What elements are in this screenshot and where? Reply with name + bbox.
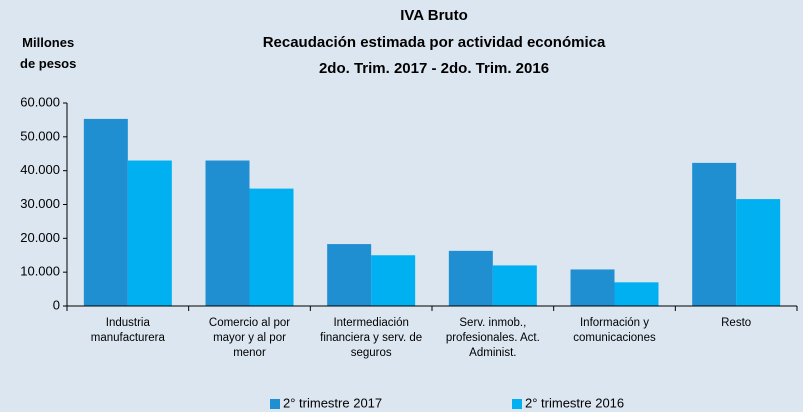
y-tick-label: 60.000 xyxy=(20,94,60,109)
bar xyxy=(127,160,172,306)
x-tick-label: Comercio al por mayor y al por menor xyxy=(208,317,291,359)
bar xyxy=(371,255,416,306)
x-tick-label: Información y comunicaciones xyxy=(573,317,656,344)
legend-label: 2° trimestre 2017 xyxy=(283,395,382,410)
bar xyxy=(570,269,615,306)
y-axis-label: Millones de pesos xyxy=(20,35,77,71)
x-tick-label: Resto xyxy=(721,317,752,329)
chart-title: IVA Bruto xyxy=(400,7,468,24)
x-tick-label: Industria manufacturera xyxy=(90,317,165,344)
bar xyxy=(83,118,128,306)
x-tick-label: Serv. inmob., profesionales. Act. Admini… xyxy=(445,317,540,359)
legend-label: 2° trimestre 2016 xyxy=(525,395,624,410)
legend-swatch xyxy=(270,399,280,409)
legend-swatch xyxy=(512,399,522,409)
bar xyxy=(614,282,659,306)
x-tick-label: Intermediación financiera y serv. de seg… xyxy=(320,317,423,359)
y-tick-label: 50.000 xyxy=(20,128,60,143)
bar xyxy=(205,160,250,306)
y-tick-label: 30.000 xyxy=(20,196,60,211)
chart-subtitle: Recaudación estimada por actividad econó… xyxy=(263,34,606,51)
bar xyxy=(692,162,737,306)
y-tick-label: 20.000 xyxy=(20,230,60,245)
bar xyxy=(327,244,372,306)
chart-subtitle: 2do. Trim. 2017 - 2do. Trim. 2016 xyxy=(319,60,549,77)
bar xyxy=(736,199,781,306)
bar xyxy=(448,250,493,306)
y-tick-label: 40.000 xyxy=(20,162,60,177)
y-tick-label: 0 xyxy=(53,297,60,312)
bar xyxy=(249,188,294,306)
y-tick-label: 10.000 xyxy=(20,264,60,279)
bar xyxy=(492,265,537,306)
